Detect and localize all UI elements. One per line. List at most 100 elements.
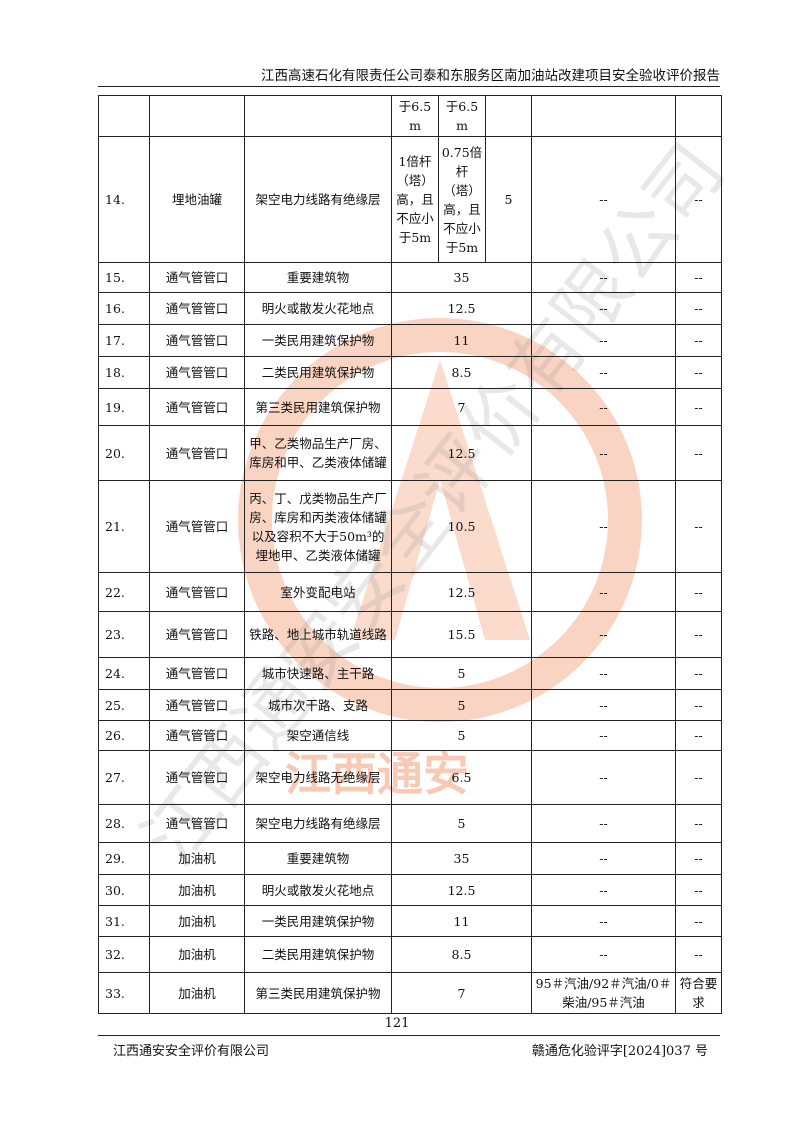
target-cell: 室外变配电站: [244, 572, 392, 612]
result-cell: --: [675, 804, 722, 843]
facility-cell: 加油机: [149, 936, 245, 973]
actual-cell: --: [531, 657, 676, 690]
standard-distance-cell: 7: [391, 388, 532, 426]
facility-cell: 通气管管口: [149, 292, 245, 325]
standard-distance-cell-2: 0.75倍杆（塔）高，且不应小于5m: [438, 136, 486, 263]
facility-cell: 通气管管口: [149, 657, 245, 690]
table-row: 30. 加油机 明火或散发火花地点 12.5 -- --: [98, 874, 722, 906]
table-row: 27. 通气管管口 架空电力线路无绝缘层 6.5 -- --: [98, 750, 722, 805]
actual-cell: --: [531, 480, 676, 573]
target-cell: 架空电力线路无绝缘层: [244, 750, 392, 805]
row-number: 25.: [98, 689, 150, 721]
footer-divider: [98, 1035, 720, 1036]
actual-cell: --: [531, 905, 676, 937]
row-number: 22.: [98, 572, 150, 612]
table-row: 31. 加油机 一类民用建筑保护物 11 -- --: [98, 905, 722, 937]
actual-cell: --: [531, 750, 676, 805]
target-cell: 架空电力线路有绝缘层: [244, 804, 392, 843]
page-number: 121: [384, 1016, 410, 1031]
row-number: 17.: [98, 324, 150, 357]
result-cell: --: [675, 750, 722, 805]
page-header: 江西高速石化有限责任公司泰和东服务区南加油站改建项目安全验收评价报告: [261, 68, 720, 84]
target-cell: 一类民用建筑保护物: [244, 324, 392, 357]
actual-cell: --: [531, 425, 676, 481]
row-number: 19.: [98, 388, 150, 426]
target-cell: 重要建筑物: [244, 842, 392, 875]
result-cell: --: [675, 657, 722, 690]
table-row: 33. 加油机 第三类民用建筑保护物 7 95＃汽油/92＃汽油/0＃柴油/95＃汽油符…: [98, 972, 722, 1014]
standard-distance-cell: 12.5: [391, 292, 532, 325]
facility-cell: [149, 95, 245, 137]
actual-cell: --: [531, 262, 676, 293]
table-row: 15. 通气管管口 重要建筑物 35 -- --: [98, 262, 722, 293]
standard-distance-cell: 12.5: [391, 572, 532, 612]
result-cell: --: [675, 905, 722, 937]
table-row: 26. 通气管管口 架空通信线 5 -- --: [98, 720, 722, 751]
result-cell: [675, 95, 722, 137]
table-row: 14. 埋地油罐 架空电力线路有绝缘层 1倍杆（塔）高，且不应小于5m 0.75倍杆（塔…: [98, 136, 722, 263]
result-cell: --: [675, 936, 722, 973]
actual-cell: 95＃汽油/92＃汽油/0＃柴油/95＃汽油: [531, 972, 676, 1014]
row-number: 29.: [98, 842, 150, 875]
facility-cell: 通气管管口: [149, 388, 245, 426]
table-row: 32. 加油机 二类民用建筑保护物 8.5 -- --: [98, 936, 722, 973]
facility-cell: 加油机: [149, 972, 245, 1014]
table-row: 29. 加油机 重要建筑物 35 -- --: [98, 842, 722, 875]
row-number: 32.: [98, 936, 150, 973]
header-divider: [98, 86, 720, 87]
result-cell: --: [675, 292, 722, 325]
result-cell: --: [675, 136, 722, 263]
standard-distance-cell: 5: [391, 804, 532, 843]
actual-cell: --: [531, 136, 676, 263]
target-cell: 第三类民用建筑保护物: [244, 972, 392, 1014]
table-row: 20. 通气管管口 甲、乙类物品生产厂房、库房和甲、乙类液体储罐 12.5 -- --: [98, 425, 722, 481]
result-cell: --: [675, 689, 722, 721]
target-cell: 明火或散发火花地点: [244, 292, 392, 325]
actual-cell: --: [531, 292, 676, 325]
target-cell: 铁路、地上城市轨道线路: [244, 611, 392, 658]
row-number: 27.: [98, 750, 150, 805]
row-number: 14.: [98, 136, 150, 263]
actual-cell: --: [531, 356, 676, 389]
table-row: 17. 通气管管口 一类民用建筑保护物 11 -- --: [98, 324, 722, 357]
target-cell: 二类民用建筑保护物: [244, 356, 392, 389]
standard-distance-cell: 11: [391, 905, 532, 937]
facility-cell: 埋地油罐: [149, 136, 245, 263]
row-number: 20.: [98, 425, 150, 481]
actual-cell: --: [531, 720, 676, 751]
result-cell: --: [675, 480, 722, 573]
row-number: 16.: [98, 292, 150, 325]
actual-cell: --: [531, 611, 676, 658]
standard-distance-cell: 8.5: [391, 356, 532, 389]
target-cell: 架空通信线: [244, 720, 392, 751]
standard-distance-cell: 10.5: [391, 480, 532, 573]
standard-distance-cell-3: [485, 95, 532, 137]
standard-distance-cell: 35: [391, 262, 532, 293]
standard-distance-cell-3: 5: [485, 136, 532, 263]
actual-cell: --: [531, 388, 676, 426]
row-number: 24.: [98, 657, 150, 690]
footer-company: 江西通安安全评价有限公司: [113, 1044, 270, 1059]
result-cell: --: [675, 324, 722, 357]
facility-cell: 通气管管口: [149, 750, 245, 805]
distance-table: 于6.5m 于6.5m 14. 埋地油罐 架空电力线路有绝缘层 1倍杆（塔）高，且不应小于…: [98, 95, 722, 1014]
facility-cell: 通气管管口: [149, 611, 245, 658]
actual-cell: --: [531, 689, 676, 721]
target-cell: 架空电力线路有绝缘层: [244, 136, 392, 263]
standard-distance-cell: 8.5: [391, 936, 532, 973]
result-cell: --: [675, 356, 722, 389]
table-row: 25. 通气管管口 城市次干路、支路 5 -- --: [98, 689, 722, 721]
row-number: 23.: [98, 611, 150, 658]
standard-distance-cell: 11: [391, 324, 532, 357]
target-cell: 甲、乙类物品生产厂房、库房和甲、乙类液体储罐: [244, 425, 392, 481]
facility-cell: 通气管管口: [149, 689, 245, 721]
row-number: 28.: [98, 804, 150, 843]
facility-cell: 加油机: [149, 842, 245, 875]
target-cell: 明火或散发火花地点: [244, 874, 392, 906]
standard-distance-cell: 15.5: [391, 611, 532, 658]
standard-distance-cell: 12.5: [391, 425, 532, 481]
table-row: 19. 通气管管口 第三类民用建筑保护物 7 -- --: [98, 388, 722, 426]
facility-cell: 通气管管口: [149, 356, 245, 389]
row-number: [98, 95, 150, 137]
standard-distance-cell: 7: [391, 972, 532, 1014]
